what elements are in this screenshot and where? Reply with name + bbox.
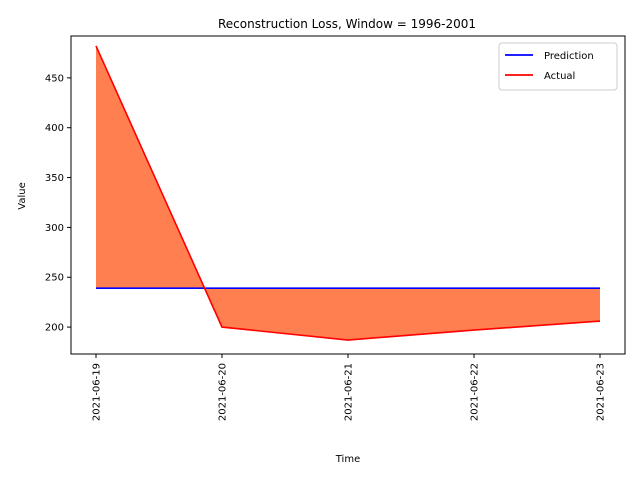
y-axis-label: Value [17,182,28,209]
y-tick-label: 350 [45,173,64,184]
series-line-actual [95,45,601,341]
x-tick-label: 2021-06-22 [470,363,481,421]
legend-label-prediction: Prediction [544,51,594,62]
fill-between-area [96,45,600,341]
chart-title: Reconstruction Loss, Window = 1996-2001 [218,17,476,31]
x-tick-label: 2021-06-21 [344,363,355,421]
y-axis: 200 250 300 350 400 450 [45,73,71,334]
x-axis: 2021-06-19 2021-06-20 2021-06-21 2021-06-22… [92,354,607,421]
y-tick-label: 450 [45,73,64,84]
y-tick-label: 250 [45,273,64,284]
y-tick-label: 400 [45,123,64,134]
x-tick-label: 2021-06-20 [218,363,229,421]
y-tick-label: 300 [45,223,64,234]
legend-label-actual: Actual [544,71,575,82]
x-tick-label: 2021-06-23 [596,363,607,421]
x-tick-label: 2021-06-19 [92,363,103,421]
legend: Prediction Actual [498,42,618,91]
x-axis-label: Time [335,454,360,465]
y-tick-label: 200 [45,323,64,334]
plot-area [95,45,601,341]
